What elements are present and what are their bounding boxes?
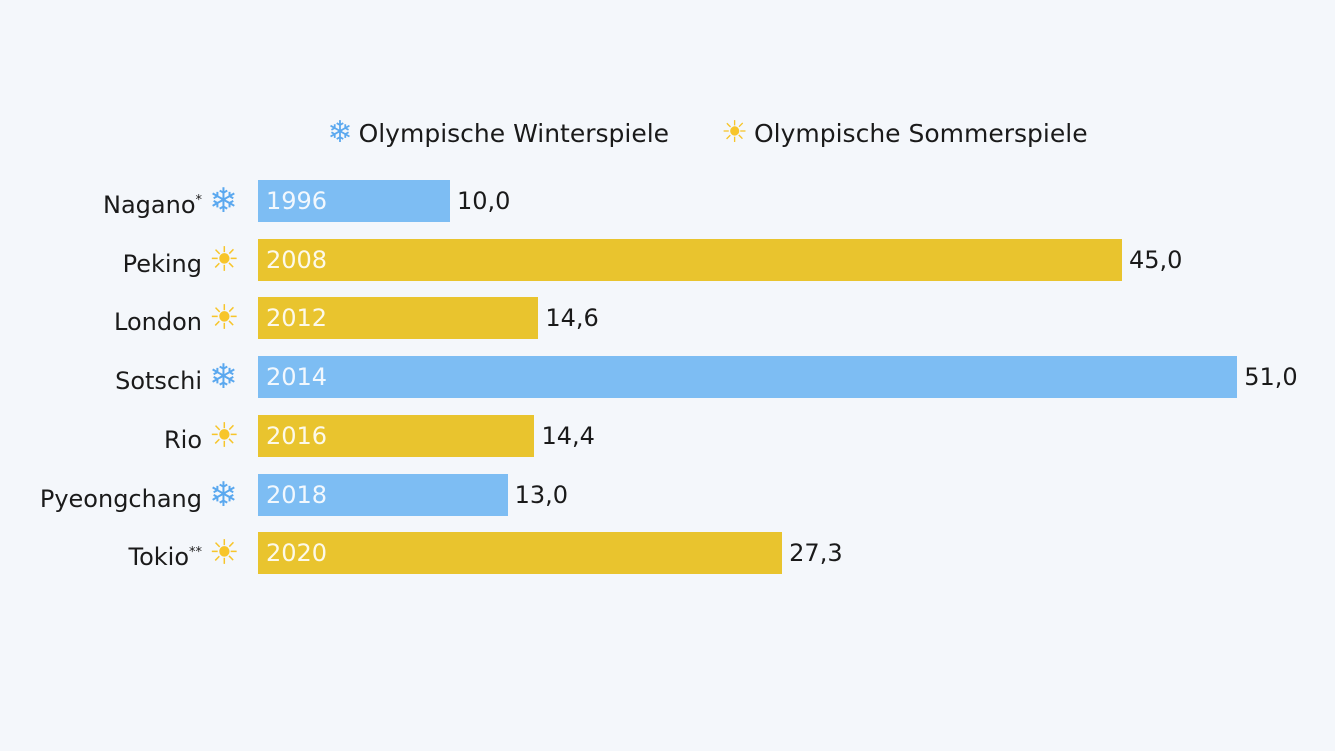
bar-row: Pyeongchang ❄ 2018 13,0 [0, 473, 1335, 516]
legend-item-winter: ❄ Olympische Winterspiele [327, 118, 669, 148]
bar-row: London ☀ 2012 14,6 [0, 297, 1335, 340]
year-label: 2018 [266, 480, 328, 509]
category-label: Peking [122, 249, 202, 278]
legend-label: Olympische Sommerspiele [753, 118, 1088, 148]
year-label: 2016 [266, 421, 328, 450]
category-label: Sotschi [115, 367, 202, 396]
sun-icon: ☀ [721, 115, 748, 150]
bar-row: Peking ☀ 2008 45,0 [0, 238, 1335, 281]
year-label: 2020 [266, 539, 328, 568]
bar-row: Tokio** ☀ 2020 27,3 [0, 532, 1335, 575]
value-label: 14,6 [545, 304, 599, 333]
year-label: 2014 [266, 363, 328, 392]
snowflake-icon: ❄ [209, 474, 238, 515]
value-label: 13,0 [514, 480, 569, 509]
bar-row: Sotschi ❄ 2014 51,0 [0, 356, 1335, 399]
bar-row: Nagano* ❄ 1996 10,0 [0, 180, 1335, 222]
category-label: London [114, 308, 202, 337]
year-label: 2012 [266, 304, 328, 333]
value-label: 51,0 [1244, 363, 1298, 392]
sun-icon: ☀ [209, 533, 240, 574]
value-label: 10,0 [457, 187, 511, 215]
sun-icon: ☀ [209, 298, 240, 339]
bar: 1996 [258, 180, 450, 222]
category-label: Nagano* [103, 191, 202, 219]
category-label: Pyeongchang [39, 484, 202, 513]
category-label: Tokio** [128, 543, 202, 572]
snowflake-icon: ❄ [327, 115, 353, 150]
legend-label: Olympische Winterspiele [358, 118, 670, 148]
bar: 2018 [258, 473, 508, 516]
legend-item-summer: ☀ Olympische Sommerspiele [721, 118, 1088, 148]
value-label: 14,4 [541, 421, 595, 450]
sun-icon: ☀ [209, 415, 240, 456]
bar: 2008 [258, 238, 1122, 281]
category-label: Rio [163, 425, 202, 454]
sun-icon: ☀ [209, 239, 240, 280]
bar: 2014 [258, 356, 1238, 399]
value-label: 45,0 [1129, 245, 1183, 274]
legend: ❄ Olympische Winterspiele ☀ Olympische Som… [0, 118, 1335, 148]
bar-row: Rio ☀ 2016 14,4 [0, 414, 1335, 457]
bar: 2016 [258, 414, 535, 457]
year-label: 1996 [266, 187, 328, 215]
year-label: 2008 [266, 245, 328, 274]
bar: 2020 [258, 532, 783, 575]
bar: 2012 [258, 297, 539, 340]
value-label: 27,3 [789, 539, 843, 568]
snowflake-icon: ❄ [209, 357, 238, 398]
snowflake-icon: ❄ [209, 181, 238, 221]
